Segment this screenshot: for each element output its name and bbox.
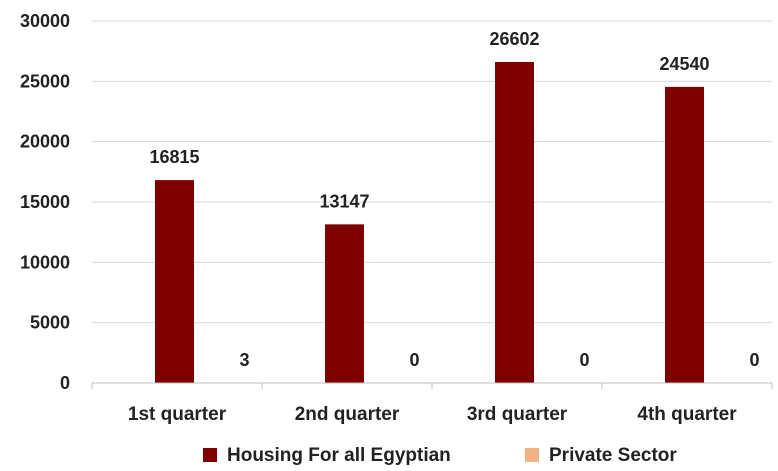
y-tick-label: 0 [60, 373, 70, 393]
y-tick-label: 20000 [20, 132, 70, 152]
y-tick-label: 30000 [20, 11, 70, 31]
data-label: 26602 [489, 29, 539, 49]
legend-label: Housing For all Egyptian [227, 445, 451, 466]
data-label: 0 [579, 350, 589, 370]
legend-swatch [203, 448, 217, 462]
bar-housing-for-all-egyptian-2 [325, 224, 364, 383]
y-tick-label: 5000 [30, 313, 70, 333]
data-label: 0 [749, 350, 759, 370]
x-category-label: 3rd quarter [467, 404, 568, 425]
data-label: 0 [409, 350, 419, 370]
data-label: 13147 [319, 191, 369, 211]
data-label: 3 [239, 350, 249, 370]
legend-swatch [525, 448, 539, 462]
y-tick-label: 10000 [20, 252, 70, 272]
x-category-label: 1st quarter [128, 404, 227, 425]
x-category-label: 2nd quarter [295, 404, 400, 425]
data-label: 16815 [149, 147, 199, 167]
y-tick-label: 15000 [20, 192, 70, 212]
bars [155, 62, 704, 383]
legend-label: Private Sector [549, 445, 677, 466]
data-label: 24540 [659, 54, 709, 74]
x-axis: 1st quarter 2nd quarter 3rd quarter 4th qua… [92, 383, 772, 425]
bar-housing-for-all-egyptian-3 [495, 62, 534, 383]
y-axis-tick-labels: 0 5000 10000 15000 20000 25000 30000 [20, 11, 70, 393]
x-category-label: 4th quarter [637, 404, 737, 425]
bar-housing-for-all-egyptian-1 [155, 180, 194, 383]
legend: Housing For all Egyptian Private Sector [203, 445, 677, 466]
y-tick-label: 25000 [20, 71, 70, 91]
bar-housing-for-all-egyptian-4 [665, 87, 704, 383]
